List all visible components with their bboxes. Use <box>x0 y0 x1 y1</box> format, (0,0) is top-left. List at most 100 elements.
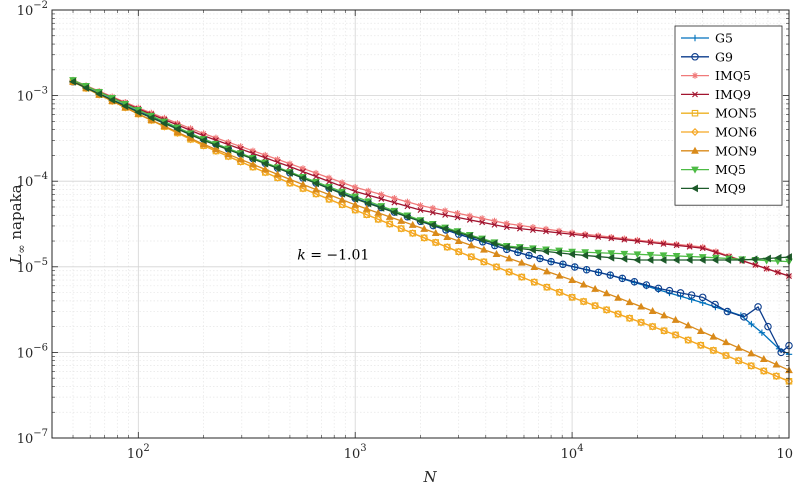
data-point-mon9 <box>747 349 756 357</box>
data-point-mon6 <box>591 301 600 310</box>
data-point-mon6 <box>671 330 680 339</box>
data-point-mq9 <box>441 224 449 233</box>
data-point-mon6 <box>443 243 452 252</box>
data-point-mon6 <box>709 346 718 355</box>
data-point-mon9 <box>431 228 440 236</box>
data-point-mon6 <box>298 184 307 193</box>
data-point-g9 <box>630 277 639 286</box>
legend-entry-mon9: MON9 <box>681 143 757 158</box>
data-point-mon6 <box>542 283 551 292</box>
legend-marker <box>691 34 699 42</box>
data-point-mon9 <box>224 150 233 158</box>
data-point-mon9 <box>517 258 526 266</box>
data-point-mon9 <box>568 276 576 284</box>
data-point-mq9 <box>160 119 168 128</box>
data-point-mq9 <box>541 247 549 256</box>
data-point-mq9 <box>68 77 76 86</box>
data-point-imq9 <box>491 221 498 228</box>
data-point-imq9 <box>608 235 615 242</box>
data-point-mq9 <box>465 232 473 240</box>
data-point-mon9 <box>480 245 488 253</box>
slope-annotation-k: k <box>297 247 305 263</box>
data-point-mon6 <box>660 326 669 335</box>
data-point-mon9 <box>505 254 513 262</box>
data-point-mq9 <box>528 246 536 254</box>
legend-label: G5 <box>715 31 733 46</box>
data-point-mon6 <box>420 233 429 242</box>
data-point-mon9 <box>772 360 781 368</box>
data-point-imq5 <box>325 174 333 182</box>
data-point-mq9 <box>95 90 103 98</box>
legend-marker <box>691 109 699 117</box>
data-point-mon9 <box>299 180 307 188</box>
data-point-imq5 <box>634 236 641 244</box>
data-point-mq5 <box>685 253 694 261</box>
y-tick-label: 10−2 <box>17 0 48 19</box>
data-point-mon9 <box>734 343 743 351</box>
data-point-mq9 <box>568 250 576 259</box>
legend-entry-g9: G9 <box>681 49 733 64</box>
data-point-mon6 <box>568 293 577 302</box>
data-point-mq9 <box>312 179 319 188</box>
x-tick-base: 10 <box>344 447 361 462</box>
data-point-mq9 <box>134 108 142 117</box>
data-point-mq5 <box>659 252 668 260</box>
data-point-g9 <box>654 284 663 293</box>
x-tick-label: 104 <box>561 443 584 462</box>
data-point-imq9 <box>326 178 333 185</box>
data-point-mq9 <box>211 141 219 149</box>
data-point-imq9 <box>442 212 449 218</box>
legend-label: MON9 <box>715 143 757 158</box>
data-point-mq9 <box>248 155 256 163</box>
y-tick-labels: 10−710−610−510−410−310−2 <box>17 0 48 447</box>
y-tick-base: 10 <box>17 261 34 276</box>
y-tick-exponent: −4 <box>33 171 48 182</box>
data-point-imq5 <box>491 217 498 225</box>
data-point-mon6 <box>431 238 440 247</box>
data-point-mq9 <box>453 228 461 237</box>
data-point-mon9 <box>408 220 417 228</box>
data-point-g9 <box>571 263 579 271</box>
data-point-imq5 <box>274 156 281 163</box>
data-point-imq9 <box>647 239 654 246</box>
data-point-imq9 <box>404 203 411 210</box>
data-point-mon6 <box>338 200 347 209</box>
data-point-mq9 <box>236 150 244 159</box>
data-point-imq5 <box>673 241 680 248</box>
data-point-imq9 <box>582 232 589 239</box>
data-point-imq5 <box>237 143 244 150</box>
data-point-imq9 <box>391 199 398 206</box>
legend-label: IMQ5 <box>715 68 751 83</box>
data-point-imq5 <box>699 243 706 251</box>
data-point-mq9 <box>646 256 654 264</box>
data-point-g9 <box>754 303 762 311</box>
x-tick-base: 10 <box>561 447 578 462</box>
legend-entry-imq9: IMQ9 <box>681 87 751 102</box>
data-point-imq5 <box>555 227 563 235</box>
data-point-mon9 <box>236 155 245 163</box>
data-point-mq9 <box>173 125 181 133</box>
y-tick-label: 10−3 <box>17 86 48 105</box>
data-point-mq9 <box>763 254 771 263</box>
data-point-imq9 <box>712 249 719 256</box>
legend-box <box>674 25 783 206</box>
y-tick-label: 10−4 <box>17 171 48 190</box>
x-tick-labels: 102 103 104 10 <box>127 443 793 462</box>
tick-marks <box>51 9 790 439</box>
slope-annotation: k = −1.01 <box>297 247 369 263</box>
data-point-imq9 <box>339 183 346 190</box>
data-point-mon9 <box>420 224 429 232</box>
data-point-imq9 <box>313 173 319 180</box>
data-point-g9 <box>582 265 591 274</box>
data-point-imq5 <box>404 198 411 206</box>
data-point-g9 <box>698 293 707 302</box>
data-point-imq5 <box>212 134 220 142</box>
data-point-mon6 <box>467 252 476 261</box>
data-point-mq9 <box>338 189 346 198</box>
data-point-mon9 <box>351 200 360 208</box>
data-point-imq5 <box>429 204 437 212</box>
data-point-mq5 <box>620 250 629 258</box>
data-point-mon6 <box>555 288 564 297</box>
data-point-mon6 <box>408 229 417 238</box>
